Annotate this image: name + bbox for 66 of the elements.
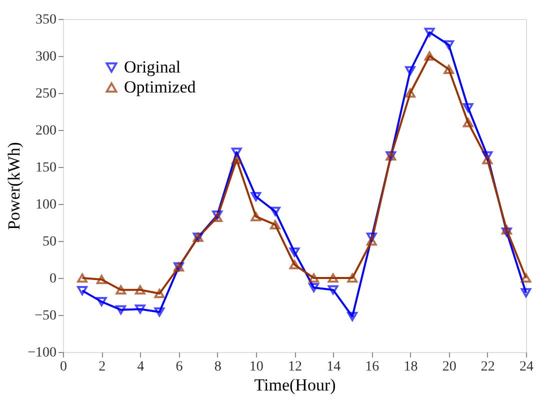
point (405, 88, 416, 98)
point (366, 232, 377, 242)
y-axis-title: Power(kWh) (4, 142, 24, 230)
x-tick-label: 20 (442, 360, 456, 374)
point (444, 64, 454, 74)
legend-label: Original (124, 58, 181, 76)
point (154, 288, 165, 298)
y-tick-label: 300 (36, 50, 56, 64)
x-tick-label: 24 (520, 360, 534, 374)
x-tick-label: 6 (176, 360, 183, 374)
point (270, 220, 280, 230)
point (134, 285, 146, 294)
x-tick-label: 10 (249, 360, 264, 374)
point (308, 282, 319, 292)
point (154, 307, 165, 317)
point (270, 206, 280, 216)
point (520, 273, 532, 283)
point (462, 103, 474, 112)
point (289, 260, 300, 270)
y-tick-label: 250 (36, 86, 56, 102)
point (347, 273, 358, 283)
point (328, 285, 338, 294)
x-tick-label: 14 (326, 360, 341, 374)
point (366, 236, 377, 246)
x-axis-title: Time(Hour) (254, 376, 336, 394)
point (444, 40, 454, 50)
point (520, 288, 532, 298)
y-tick-label: 200 (36, 124, 56, 138)
y-tick-label: 150 (36, 160, 56, 176)
point (424, 28, 435, 37)
point (424, 51, 435, 61)
point (328, 273, 338, 283)
x-tick-label: 4 (137, 360, 144, 374)
legend-label: Optimized (124, 78, 196, 96)
point (231, 154, 242, 164)
point (405, 66, 416, 76)
x-tick-label: 18 (404, 360, 418, 374)
point (250, 212, 262, 222)
point (289, 247, 300, 257)
point (116, 285, 126, 294)
point (96, 274, 107, 284)
point (482, 154, 493, 164)
point (347, 312, 358, 322)
point (77, 286, 88, 296)
y-tick-label: −100 (28, 346, 56, 360)
point (116, 305, 126, 314)
x-tick-label: 0 (60, 360, 67, 374)
y-tick-label: 350 (36, 12, 56, 28)
x-tick-label: 22 (480, 360, 495, 374)
point (482, 151, 493, 161)
point (308, 273, 319, 283)
x-tick-label: 12 (288, 360, 302, 374)
point (462, 118, 474, 128)
y-tick-label: 100 (36, 198, 56, 212)
y-tick-label: 50 (42, 234, 56, 250)
point (250, 192, 262, 202)
point (96, 297, 107, 306)
x-tick-label: 8 (214, 360, 222, 374)
x-tick-label: 16 (365, 360, 380, 374)
point (134, 304, 146, 314)
point (212, 212, 223, 222)
y-tick-label: 0 (50, 272, 56, 286)
point (77, 273, 88, 283)
x-tick-label: 2 (98, 360, 106, 374)
point (231, 148, 242, 157)
y-tick-label: −50 (34, 308, 56, 324)
